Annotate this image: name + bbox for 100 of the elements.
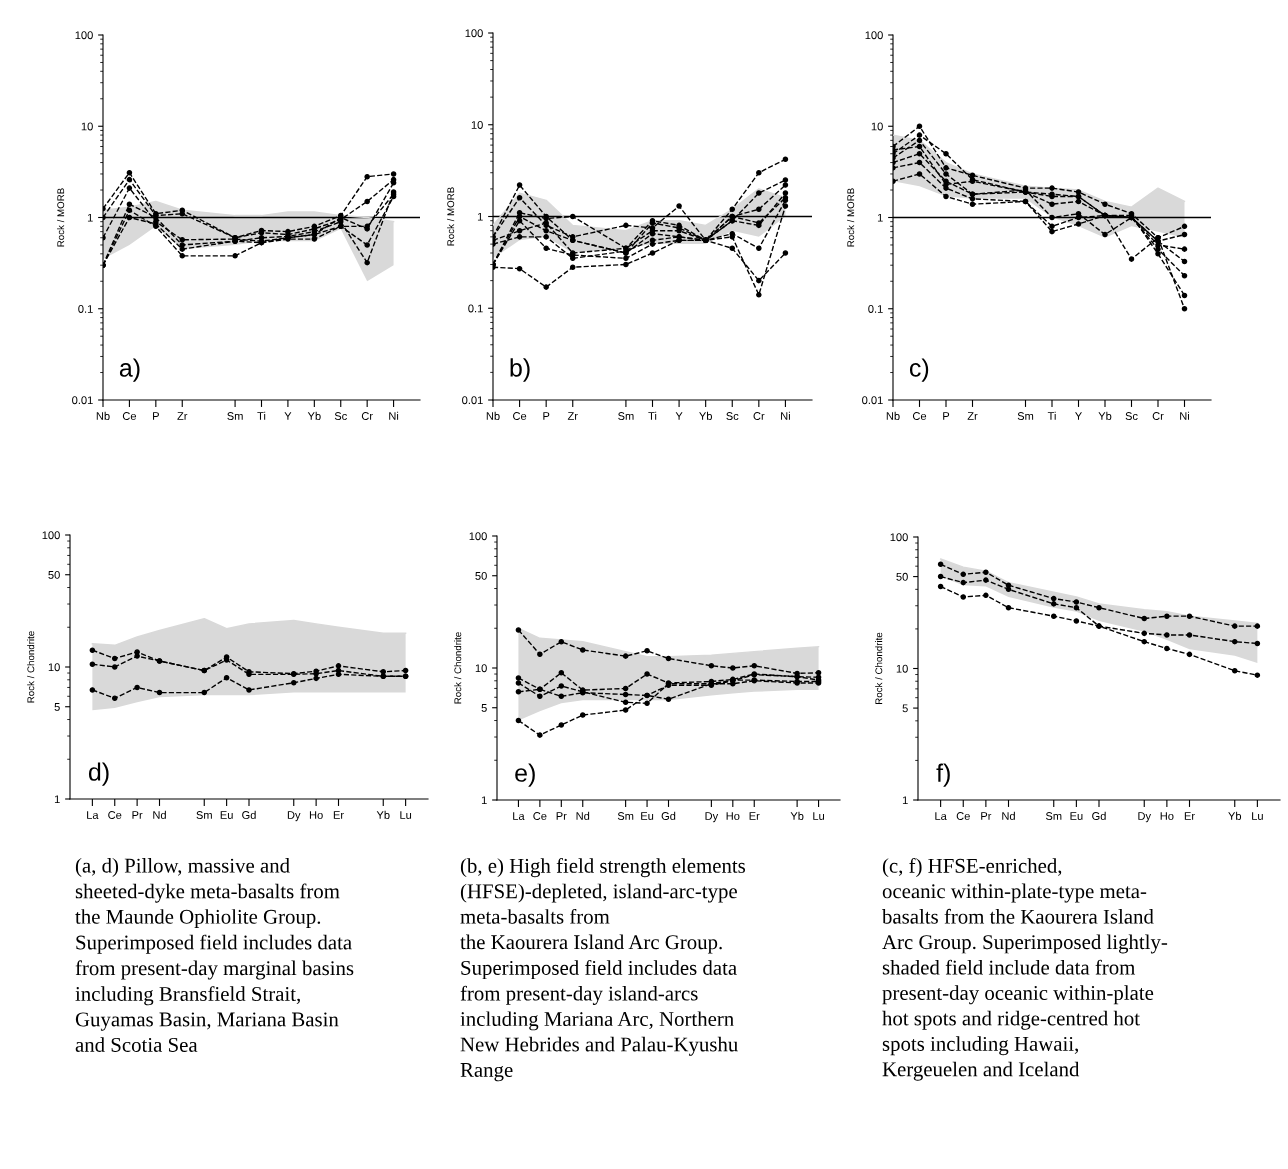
x-tick-label: Er	[333, 811, 344, 819]
annotation: c)	[909, 358, 929, 382]
annotation: f)	[936, 763, 950, 787]
x-tick-label: P	[943, 412, 950, 420]
annotation: b)	[510, 358, 530, 382]
x-tick-label: Ho	[1160, 812, 1174, 820]
x-tick-label: P	[153, 412, 159, 420]
text: (a, d) Pillow, massive and sheeted-dyke meta-basalts from the Maunde Ophiolite Group. Superimposed field includes data from present-day marginal basins including Bransfield Strait, Guyamas Basin, Mariana Basin and Scotia Sea	[75, 858, 354, 1052]
x-tick-label: Eu	[220, 811, 233, 819]
x-tick-label: Sm	[617, 812, 634, 820]
x-tick-label: Ce	[956, 812, 970, 820]
x-tick-label: Sm	[1017, 412, 1034, 420]
y-tick-label: 0.1	[78, 305, 93, 313]
x-tick-label: Sm	[196, 811, 212, 819]
x-tick-label: Gd	[1092, 811, 1106, 820]
x-tick-label: Ti	[257, 411, 266, 420]
x-tick-label: Sc	[334, 412, 347, 420]
y-tick-label: 1	[902, 796, 908, 805]
y-tick-label: 1	[87, 213, 93, 222]
y-tick-label: 50	[48, 571, 60, 579]
y-axis-title: Rock / Chondrite	[875, 632, 883, 704]
y-tick-label: 50	[896, 572, 908, 581]
x-tick-label: Sc	[726, 412, 739, 420]
x-tick-label: Ti	[648, 411, 657, 420]
y-axis-title: Rock / MORB	[447, 187, 455, 246]
y-axis-title: Rock / MORB	[847, 188, 855, 247]
y-tick-label: 50	[475, 572, 487, 580]
y-tick-label: 100	[890, 533, 908, 542]
x-tick-label: Ti	[1047, 411, 1056, 420]
annotation: a)	[119, 358, 140, 382]
x-tick-label: Er	[1184, 812, 1195, 820]
x-tick-label: Dy	[1138, 812, 1152, 823]
x-tick-label: La	[935, 812, 947, 820]
y-tick-label: 100	[865, 31, 883, 40]
x-tick-label: Nb	[486, 411, 500, 420]
x-tick-label: Nd	[1002, 811, 1015, 820]
y-tick-label: 100	[469, 532, 487, 541]
y-tick-label: 100	[42, 531, 60, 540]
x-tick-label: Sm	[1045, 812, 1062, 820]
x-tick-label: Yb	[1228, 811, 1242, 820]
y-tick-label: 10	[48, 663, 60, 672]
y-tick-label: 1	[54, 795, 60, 804]
x-tick-label: Zr	[567, 412, 578, 420]
x-tick-label: Pr	[981, 812, 992, 820]
x-tick-label: Eu	[641, 812, 654, 820]
y-tick-label: 10	[81, 122, 93, 131]
x-tick-label: Y	[1075, 412, 1082, 420]
y-axis-title: Rock / Chondrite	[454, 632, 462, 704]
y-tick-label: 5	[54, 703, 60, 711]
x-tick-label: Yb	[790, 811, 804, 820]
x-tick-label: Ce	[108, 811, 122, 819]
x-tick-label: Yb	[307, 411, 321, 420]
y-axis-title: Rock / Chondrite	[27, 631, 35, 703]
x-tick-label: Dy	[287, 811, 301, 822]
text: (c, f) HFSE-enriched, oceanic within-plate-type meta- basalts from the Kaourera Island Arc Group. Superimposed lightly- shaded field include data from present-day oceanic within-plate hot spots and ridge-centred hot spots including Hawaii, Kergeuelen and Iceland	[882, 858, 1168, 1081]
x-tick-label: Y	[675, 412, 683, 420]
x-tick-label: Ho	[726, 812, 740, 820]
y-tick-label: 1	[877, 213, 883, 222]
x-tick-label: Ni	[389, 411, 399, 420]
x-tick-label: Zr	[177, 412, 188, 420]
x-tick-label: Sc	[1125, 412, 1138, 420]
annotation: d)	[88, 762, 109, 786]
x-tick-label: Ni	[781, 411, 790, 420]
y-tick-label: 0.01	[862, 396, 883, 405]
y-tick-label: 1	[481, 796, 487, 805]
x-tick-label: Sm	[227, 412, 243, 420]
x-tick-label: Nd	[576, 811, 590, 820]
x-tick-label: Sm	[618, 412, 634, 420]
x-tick-label: Yb	[699, 411, 712, 420]
x-tick-label: Er	[749, 812, 760, 820]
x-tick-label: Cr	[753, 412, 765, 420]
x-tick-label: P	[543, 412, 550, 420]
y-tick-label: 0.1	[468, 304, 483, 313]
y-tick-label: 0.1	[868, 305, 883, 313]
x-tick-label: Ce	[513, 412, 527, 420]
x-tick-label: Ho	[309, 811, 323, 819]
y-tick-label: 1	[477, 212, 483, 221]
x-tick-label: Gd	[661, 811, 676, 820]
x-tick-label: Eu	[1070, 812, 1083, 820]
x-tick-label: Y	[284, 412, 292, 420]
y-tick-label: 0.01	[72, 396, 93, 405]
x-tick-label: Cr	[1152, 412, 1164, 420]
x-tick-label: Nd	[153, 810, 166, 819]
x-tick-label: Lu	[813, 812, 824, 820]
x-tick-label: Gd	[242, 810, 256, 819]
x-tick-label: Cr	[361, 412, 373, 420]
text: (b, e) High field strength elements (HFSE)-depleted, island-arc-type meta-basalts from the Kaourera Island Arc Group. Superimposed field includes data from present-day island-arcs including Mariana Arc, Northern New Hebrides and Palau-Kyushu Range	[460, 858, 746, 1082]
x-tick-label: La	[87, 811, 99, 819]
x-tick-label: Lu	[1252, 812, 1263, 820]
y-axis-title: Rock / MORB	[57, 188, 65, 247]
y-tick-label: 10	[475, 664, 487, 673]
y-tick-label: 0.01	[462, 396, 483, 405]
x-tick-label: Nb	[886, 411, 900, 420]
x-tick-label: Zr	[967, 412, 978, 420]
x-tick-label: Ce	[533, 812, 547, 820]
x-tick-label: Pr	[556, 812, 567, 820]
x-tick-label: Pr	[132, 811, 143, 819]
x-tick-label: Ni	[1180, 411, 1189, 420]
x-tick-label: Ce	[122, 412, 137, 420]
y-tick-label: 10	[896, 664, 908, 673]
